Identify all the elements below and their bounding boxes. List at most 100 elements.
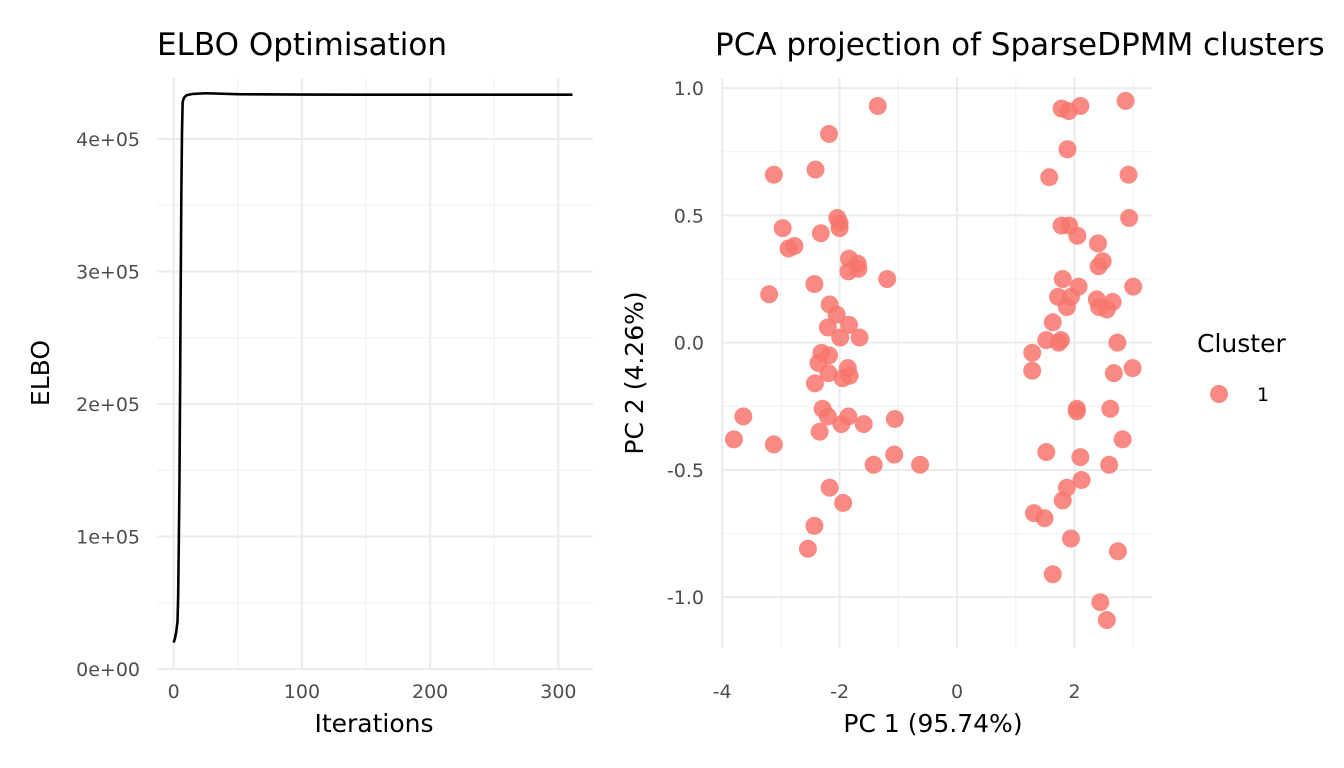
elbo-y-tick-label: 4e+05 <box>76 129 140 151</box>
elbo-series <box>172 91 573 643</box>
pca-point <box>1023 361 1042 380</box>
legend-label-1: 1 <box>1257 384 1269 406</box>
pca-point <box>1097 300 1116 319</box>
elbo-y-tick-label: 3e+05 <box>76 261 140 283</box>
pca-point <box>1043 313 1062 332</box>
pca-point <box>818 407 837 426</box>
pca-point <box>1120 208 1139 227</box>
pca-point <box>805 516 824 535</box>
pca-y-tick-label: 0.5 <box>674 205 704 227</box>
pca-point <box>832 415 851 434</box>
pca-point <box>785 236 804 255</box>
pca-x-axis-title: PC 1 (95.74%) <box>843 709 1022 738</box>
pca-point <box>1091 593 1110 612</box>
pca-point <box>724 430 743 449</box>
pca-x-tick-labels: -4 -2 0 2 <box>713 681 1081 703</box>
pca-y-tick-label: -1.0 <box>667 587 704 609</box>
elbo-chart-title: ELBO Optimisation <box>157 27 447 63</box>
pca-point <box>811 224 830 243</box>
pca-point <box>1113 430 1132 449</box>
elbo-y-tick-labels: 0e+00 1e+05 2e+05 3e+05 4e+05 <box>76 129 140 681</box>
pca-major-grid <box>721 78 1152 648</box>
pca-point <box>1035 509 1054 528</box>
pca-y-tick-labels: -1.0 -0.5 0.0 0.5 1.0 <box>667 78 704 609</box>
pca-point <box>1088 234 1107 253</box>
pca-points <box>724 91 1143 630</box>
pca-y-tick-label: 0.0 <box>674 333 704 355</box>
pca-y-tick-label: 1.0 <box>674 78 704 100</box>
pca-point <box>839 262 858 281</box>
elbo-panel: 0 100 200 300 0e+00 1e+05 2e+05 3e+05 4e+05 ELB… <box>26 27 593 738</box>
elbo-x-tick-label: 0 <box>168 681 180 703</box>
pca-point <box>820 124 839 143</box>
pca-point <box>1037 443 1056 462</box>
pca-point <box>1104 364 1123 383</box>
elbo-y-axis-title: ELBO <box>26 340 55 406</box>
legend-title: Cluster <box>1197 329 1286 358</box>
pca-point <box>831 328 850 347</box>
pca-point <box>798 539 817 558</box>
pca-point <box>911 455 930 474</box>
pca-point <box>834 493 853 512</box>
elbo-x-tick-label: 200 <box>412 681 448 703</box>
pca-point <box>1124 277 1143 296</box>
pca-point <box>854 415 873 434</box>
legend-key-1 <box>1210 385 1228 403</box>
pca-x-tick-label: -2 <box>830 681 849 703</box>
pca-point <box>840 315 859 334</box>
pca-point <box>1053 491 1072 510</box>
pca-point <box>1058 140 1077 159</box>
pca-point <box>1100 455 1119 474</box>
pca-point <box>1123 359 1142 378</box>
pca-point <box>760 285 779 304</box>
pca-point <box>885 409 904 428</box>
pca-point <box>1071 448 1090 467</box>
pca-y-axis-title: PC 2 (4.26%) <box>620 291 649 454</box>
pca-point <box>878 270 897 289</box>
pca-point <box>1068 226 1087 245</box>
pca-point <box>820 478 839 497</box>
pca-point <box>1116 91 1135 110</box>
pca-point <box>1067 402 1086 421</box>
elbo-minor-grid <box>157 78 593 669</box>
elbo-major-grid <box>157 78 593 670</box>
elbo-x-tick-labels: 0 100 200 300 <box>168 681 577 703</box>
pca-point <box>1101 399 1120 418</box>
pca-point <box>734 407 753 426</box>
elbo-x-tick-label: 100 <box>284 681 320 703</box>
pca-point <box>805 374 824 393</box>
pca-point <box>1108 542 1127 561</box>
pca-point <box>1119 165 1138 184</box>
pca-point <box>1108 333 1127 352</box>
pca-point <box>1089 257 1108 276</box>
pca-point <box>764 435 783 454</box>
pca-point <box>818 318 837 337</box>
pca-panel: -4 -2 0 2 -1.0 -0.5 0.0 0.5 1.0 PCA projection … <box>620 27 1325 738</box>
pca-point <box>850 328 869 347</box>
pca-point <box>885 445 904 464</box>
pca-point <box>827 305 846 324</box>
pca-point <box>868 96 887 115</box>
elbo-x-tick-label: 300 <box>540 681 576 703</box>
pca-point <box>1053 270 1072 289</box>
pca-point <box>764 165 783 184</box>
elbo-x-axis-title: Iterations <box>314 709 433 738</box>
pca-point <box>1051 331 1070 350</box>
pca-point <box>1023 343 1042 362</box>
pca-x-tick-label: -4 <box>713 681 732 703</box>
pca-point <box>805 275 824 294</box>
pca-point <box>773 219 792 238</box>
pca-point <box>833 369 852 388</box>
legend: Cluster 1 <box>1197 329 1286 406</box>
elbo-y-tick-label: 1e+05 <box>76 526 140 548</box>
pca-chart-title: PCA projection of SparseDPMM clusters <box>715 27 1325 63</box>
pca-point <box>819 364 838 383</box>
pca-x-tick-label: 0 <box>951 681 963 703</box>
pca-point <box>1061 529 1080 548</box>
pca-point <box>810 422 829 441</box>
pca-point <box>864 455 883 474</box>
pca-minor-grid <box>721 78 1152 648</box>
pca-point <box>1040 168 1059 187</box>
